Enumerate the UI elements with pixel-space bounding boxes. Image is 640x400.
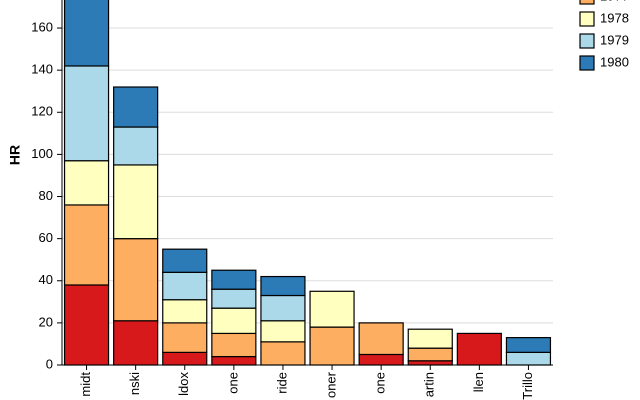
x-tick-label: one xyxy=(225,372,240,394)
bar-segment xyxy=(407,347,453,362)
legend-swatch xyxy=(579,55,595,71)
bar-segment xyxy=(162,322,208,353)
bar-segment xyxy=(260,320,306,343)
y-tick-label: 20 xyxy=(39,314,53,329)
bar-segment xyxy=(407,360,453,366)
bar-segment xyxy=(211,269,257,290)
x-tick-label: ldox xyxy=(176,372,191,396)
legend-label: 1980 xyxy=(600,54,629,69)
bar-segment xyxy=(260,341,306,366)
bar-segment xyxy=(505,351,552,366)
y-tick-label: 40 xyxy=(39,272,53,287)
y-tick-label: 100 xyxy=(31,146,53,161)
bar-segment xyxy=(162,299,208,324)
bar-segment xyxy=(162,271,208,301)
x-tick-label: midt xyxy=(78,372,93,397)
legend-label: 1977 xyxy=(600,0,629,3)
bar-segment xyxy=(211,355,257,366)
legend-label: 1978 xyxy=(600,10,629,25)
bar-segment xyxy=(113,86,159,128)
bar-segment xyxy=(63,160,110,206)
x-tick-label: Trillo xyxy=(520,372,535,400)
y-axis-label: HR xyxy=(7,145,23,165)
bar-segment xyxy=(456,332,502,366)
y-tick-label: 140 xyxy=(31,62,53,77)
x-tick-label: llen xyxy=(471,372,486,392)
legend-swatch xyxy=(579,33,595,49)
y-tick-label: 80 xyxy=(39,188,53,203)
legend-swatch xyxy=(579,11,595,27)
bar-segment xyxy=(407,328,453,349)
bar-segment xyxy=(63,204,110,286)
bar-segment xyxy=(358,322,404,356)
bar-segment xyxy=(211,332,257,358)
bar-segment xyxy=(162,248,208,273)
y-tick-label: 120 xyxy=(31,104,53,119)
bar-segment xyxy=(260,275,306,297)
legend-swatch xyxy=(579,0,595,5)
bar-segment xyxy=(63,65,110,162)
bar-segment xyxy=(260,294,306,322)
y-tick-label: 0 xyxy=(46,356,53,371)
x-tick-label: one xyxy=(373,372,388,394)
bar-segment xyxy=(211,307,257,335)
x-tick-label: ride xyxy=(274,372,289,394)
bar-segment xyxy=(113,164,159,240)
y-tick-label: 60 xyxy=(39,230,53,245)
bar-segment xyxy=(113,126,159,166)
bar-segment xyxy=(358,353,404,366)
bar-segment xyxy=(63,0,110,67)
bar-segment xyxy=(211,288,257,309)
x-tick-label: oner xyxy=(323,371,338,398)
y-tick-label: 160 xyxy=(31,19,53,34)
bar-segment xyxy=(113,320,159,366)
bar-segment xyxy=(309,290,355,328)
bar-segment xyxy=(162,351,208,366)
bar-segment xyxy=(113,238,159,322)
x-tick-label: nski xyxy=(127,372,142,395)
legend-label: 1979 xyxy=(600,32,629,47)
bar-segment xyxy=(309,326,355,366)
x-tick-label: artin xyxy=(422,372,437,397)
bar-segment xyxy=(505,337,552,353)
bar-segment xyxy=(63,284,110,366)
